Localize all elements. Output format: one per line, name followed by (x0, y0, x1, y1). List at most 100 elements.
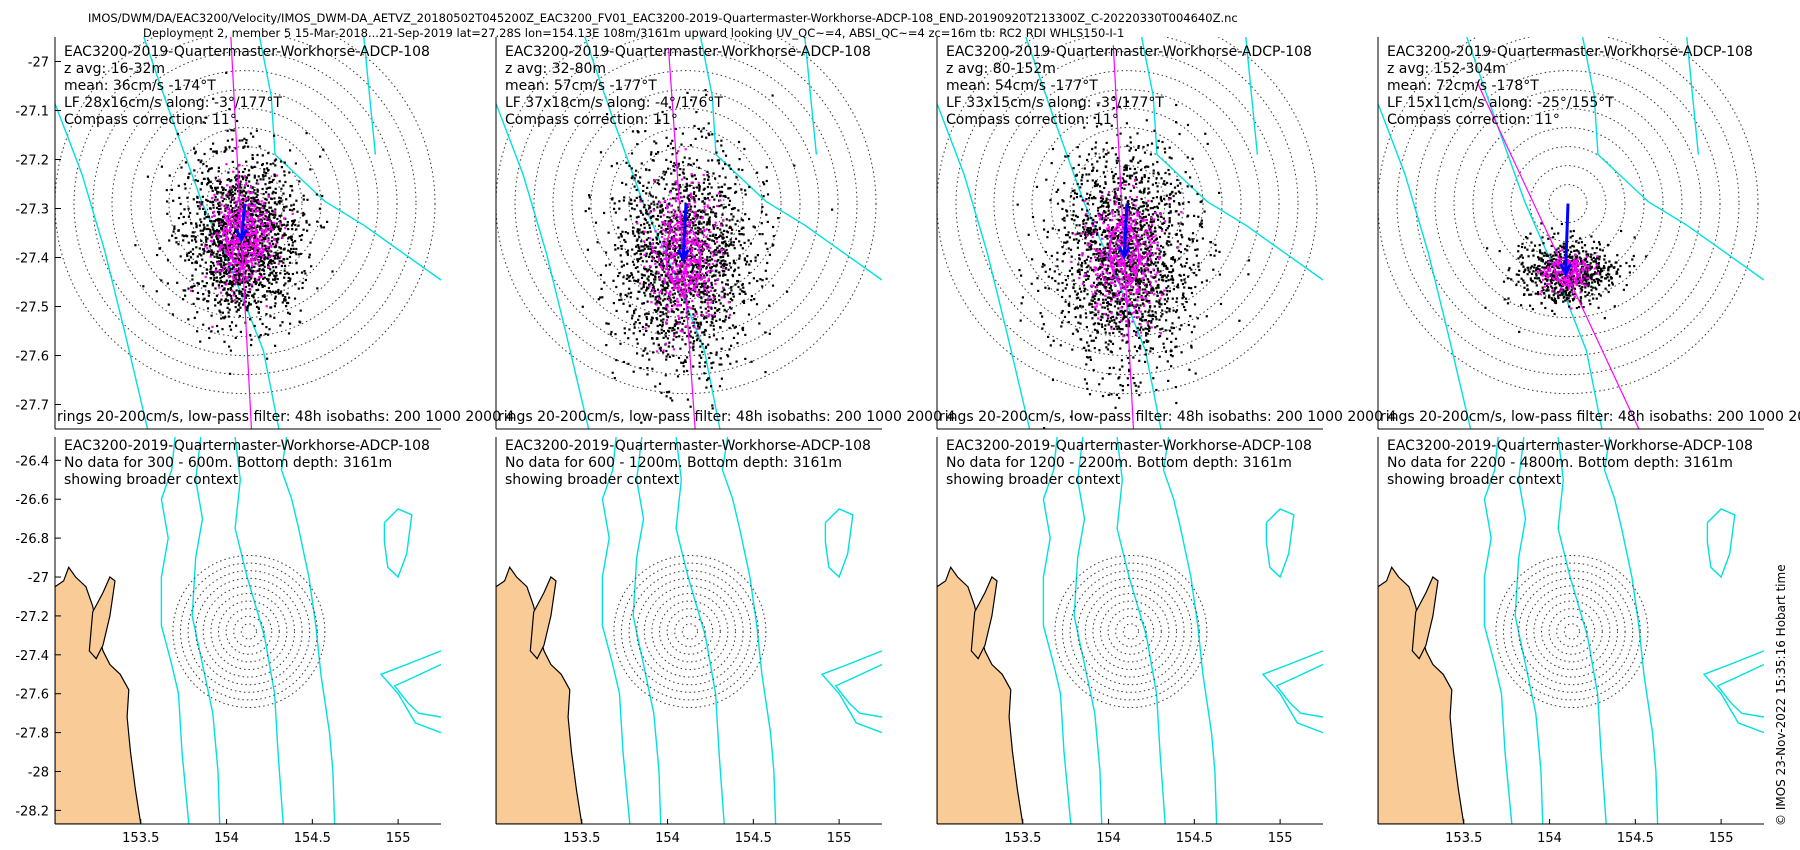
data-point (295, 271, 299, 274)
lowpass-point (227, 274, 230, 277)
data-point (683, 156, 686, 159)
data-point (273, 291, 276, 294)
data-point (1142, 328, 1145, 331)
data-point (231, 285, 234, 288)
data-point (1052, 339, 1055, 342)
data-point (1122, 262, 1125, 265)
data-point (636, 352, 639, 355)
data-point (620, 260, 623, 263)
lowpass-point (697, 259, 700, 262)
data-point (270, 240, 273, 243)
data-point (729, 362, 732, 365)
data-point (200, 203, 203, 206)
lowpass-point (678, 237, 681, 240)
data-point (272, 178, 275, 182)
data-point (1156, 269, 1160, 272)
lowpass-point (677, 239, 680, 242)
data-point (201, 233, 204, 236)
data-point (261, 242, 264, 245)
data-point (712, 328, 715, 331)
lowpass-point (265, 217, 268, 220)
data-point (226, 139, 229, 142)
data-point (260, 264, 263, 267)
lowpass-point (247, 190, 250, 193)
data-point (717, 251, 720, 254)
data-point (220, 265, 223, 269)
lowpass-point (691, 281, 695, 285)
lowpass-point (667, 257, 670, 260)
data-point (223, 287, 226, 290)
lowpass-point (248, 226, 251, 229)
data-point (764, 331, 767, 334)
data-point (736, 342, 739, 345)
data-point (238, 252, 241, 255)
data-point (715, 263, 718, 266)
data-point (604, 264, 608, 267)
lowpass-point (686, 246, 689, 249)
data-point (1127, 230, 1130, 233)
data-point (715, 353, 718, 356)
data-point (644, 347, 647, 350)
data-point (1067, 231, 1070, 234)
lowpass-point (260, 275, 263, 279)
data-point (246, 216, 249, 219)
data-point (635, 196, 638, 199)
data-point (636, 238, 639, 241)
data-point (669, 225, 672, 228)
data-point (730, 241, 733, 244)
data-point (272, 269, 275, 272)
lowpass-point (211, 234, 214, 237)
data-point (198, 224, 201, 227)
data-point (658, 278, 661, 281)
data-point (703, 293, 706, 296)
data-point (708, 228, 711, 232)
data-point (223, 197, 226, 201)
data-point (750, 360, 753, 363)
data-point (267, 152, 270, 155)
data-point (234, 147, 237, 150)
data-point (299, 309, 302, 312)
data-point (636, 342, 639, 345)
lowpass-point (227, 253, 230, 256)
lowpass-point (688, 240, 691, 243)
lowpass-point (217, 233, 220, 236)
data-point (234, 205, 238, 208)
data-point (238, 139, 241, 142)
data-point (740, 188, 743, 191)
data-point (709, 234, 712, 237)
lowpass-point (680, 294, 683, 297)
data-point (229, 349, 232, 352)
data-point (221, 248, 224, 251)
data-point (243, 168, 246, 171)
lowpass-point (231, 275, 234, 278)
data-point (626, 253, 629, 256)
data-point (671, 399, 674, 402)
data-point (196, 201, 199, 204)
data-point (280, 200, 283, 203)
lowpass-point (245, 224, 248, 227)
speed-ring (92, 51, 398, 357)
lowpass-point (680, 216, 683, 219)
lowpass-point (250, 275, 253, 278)
data-point (253, 299, 256, 302)
data-point (675, 152, 678, 155)
lowpass-point (689, 278, 693, 281)
data-point (673, 230, 676, 233)
data-point (1163, 180, 1166, 183)
data-point (656, 331, 659, 334)
data-point (668, 247, 671, 250)
lowpass-point (719, 224, 722, 227)
data-point (777, 217, 780, 220)
lowpass-point (243, 199, 246, 202)
data-point (635, 204, 639, 207)
data-point (689, 219, 692, 222)
data-point (1128, 362, 1131, 365)
data-point (301, 214, 305, 217)
data-point (701, 284, 704, 287)
data-point (624, 218, 627, 221)
data-point (281, 321, 284, 324)
data-point (259, 255, 262, 258)
data-point (675, 216, 678, 219)
data-point (662, 178, 665, 181)
data-point (291, 220, 294, 223)
